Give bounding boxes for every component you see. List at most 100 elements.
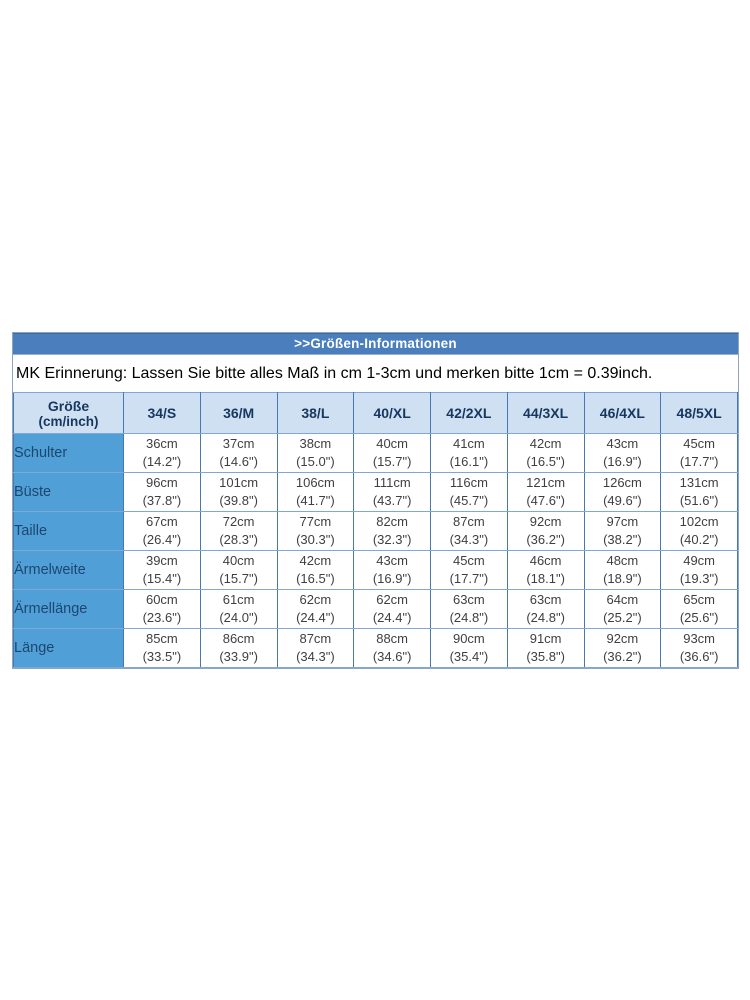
- cm-value: 46cm: [529, 553, 562, 568]
- inch-value: (45.7"): [449, 493, 489, 508]
- measurement-cell: 90cm (35.4"): [430, 628, 508, 668]
- measurement-cell: 72cm (28.3"): [199, 511, 278, 551]
- inch-value: (16.5"): [296, 571, 335, 586]
- measurement-cell: 40cm (15.7"): [199, 550, 278, 590]
- measurement-cell: 102cm (40.2"): [660, 511, 738, 551]
- cm-value: 96cm: [145, 475, 178, 490]
- corner-header-size-unit: Größe (cm/inch): [13, 392, 124, 434]
- measurement-cell: 62cm (24.4"): [353, 589, 431, 629]
- cm-value: 40cm: [376, 436, 409, 451]
- cm-value: 60cm: [145, 592, 178, 607]
- measurement-cell: 87cm (34.3"): [430, 511, 508, 551]
- inch-value: (35.8"): [526, 649, 565, 664]
- measurement-cell: 88cm (34.6"): [353, 628, 431, 668]
- inch-value: (36.2"): [526, 532, 565, 547]
- inch-value: (34.3"): [296, 649, 335, 664]
- size-info-title: >>Größen-Informationen: [13, 333, 738, 355]
- size-column-header: 48/5XL: [660, 392, 738, 434]
- measurement-cell: 101cm (39.8"): [199, 472, 278, 512]
- cm-value: 77cm: [299, 514, 332, 529]
- cm-value: 42cm: [299, 553, 332, 568]
- cm-value: 43cm: [606, 436, 639, 451]
- corner-header-line2: (cm/inch): [38, 413, 99, 429]
- inch-value: (16.9"): [372, 571, 412, 586]
- cm-value: 121cm: [526, 475, 566, 490]
- measurement-cell: 42cm (16.5"): [506, 433, 585, 473]
- size-column-header: 44/3XL: [506, 392, 585, 434]
- cm-value: 116cm: [449, 475, 488, 490]
- inch-value: (15.4"): [142, 571, 182, 586]
- measurement-cell: 91cm (35.8"): [506, 628, 585, 668]
- inch-value: (39.8"): [219, 493, 258, 508]
- measurement-cell: 126cm (49.6"): [583, 472, 662, 512]
- measurement-cell: 64cm (25.2"): [583, 589, 662, 629]
- row-label: Schulter: [13, 433, 124, 473]
- measurement-cell: 45cm (17.7"): [430, 550, 508, 590]
- measurement-cell: 87cm (34.3"): [276, 628, 355, 668]
- cm-value: 72cm: [222, 514, 255, 529]
- inch-value: (16.1"): [449, 454, 489, 469]
- inch-value: (14.2"): [142, 454, 182, 469]
- measurement-cell: 116cm (45.7"): [430, 472, 508, 512]
- measurement-cell: 92cm (36.2"): [583, 628, 662, 668]
- measurement-cell: 43cm (16.9"): [583, 433, 662, 473]
- measurement-cell: 48cm (18.9"): [583, 550, 662, 590]
- measurement-cell: 121cm (47.6"): [506, 472, 585, 512]
- row-label: Länge: [13, 628, 124, 668]
- measurement-cell: 42cm (16.5"): [276, 550, 355, 590]
- inch-value: (24.4"): [296, 610, 335, 625]
- inch-value: (14.6"): [219, 454, 258, 469]
- cm-value: 63cm: [529, 592, 562, 607]
- cm-value: 37cm: [222, 436, 255, 451]
- table-row: Ärmelweite 39cm (15.4") 40cm (15.7") 42cm (16.…: [13, 550, 738, 590]
- cm-value: 93cm: [683, 631, 716, 646]
- cm-value: 111cm: [373, 475, 411, 490]
- size-column-header: 34/S: [123, 392, 201, 434]
- measurement-cell: 46cm (18.1"): [506, 550, 585, 590]
- inch-value: (38.2"): [603, 532, 642, 547]
- cm-value: 62cm: [376, 592, 409, 607]
- measurement-cell: 45cm (17.7"): [660, 433, 738, 473]
- measurement-cell: 60cm (23.6"): [123, 589, 201, 629]
- measurement-cell: 37cm (14.6"): [199, 433, 278, 473]
- inch-value: (17.7"): [679, 454, 719, 469]
- table-row: Büste 96cm (37.8") 101cm (39.8") 106cm (41.7")…: [13, 472, 738, 512]
- cm-value: 91cm: [529, 631, 562, 646]
- cm-value: 41cm: [452, 436, 485, 451]
- inch-value: (24.8"): [526, 610, 565, 625]
- cm-value: 36cm: [145, 436, 178, 451]
- measurement-cell: 131cm (51.6"): [660, 472, 738, 512]
- inch-value: (16.5"): [526, 454, 565, 469]
- measurement-cell: 111cm (43.7"): [353, 472, 431, 512]
- row-label: Taille: [13, 511, 124, 551]
- inch-value: (34.3"): [449, 532, 489, 547]
- inch-value: (19.3"): [679, 571, 719, 586]
- cm-value: 45cm: [683, 436, 716, 451]
- cm-value: 39cm: [145, 553, 178, 568]
- size-column-header: 46/4XL: [583, 392, 662, 434]
- measurement-cell: 96cm (37.8"): [123, 472, 201, 512]
- inch-value: (33.9"): [219, 649, 258, 664]
- inch-value: (24.8"): [449, 610, 489, 625]
- size-chart-panel: >>Größen-Informationen MK Erinnerung: La…: [12, 332, 739, 669]
- cm-value: 42cm: [529, 436, 562, 451]
- inch-value: (51.6"): [679, 493, 719, 508]
- measurement-cell: 65cm (25.6"): [660, 589, 738, 629]
- inch-value: (18.9"): [603, 571, 642, 586]
- inch-value: (24.4"): [372, 610, 412, 625]
- cm-value: 38cm: [299, 436, 332, 451]
- inch-value: (35.4"): [449, 649, 489, 664]
- cm-value: 63cm: [452, 592, 485, 607]
- cm-value: 102cm: [679, 514, 719, 529]
- cm-value: 131cm: [679, 475, 719, 490]
- measurement-cell: 63cm (24.8"): [506, 589, 585, 629]
- size-table-header-row: Größe (cm/inch) 34/S 36/M 38/L 40/XL 42/…: [13, 392, 738, 434]
- measurement-cell: 86cm (33.9"): [199, 628, 278, 668]
- inch-value: (47.6"): [526, 493, 565, 508]
- row-label: Büste: [13, 472, 124, 512]
- size-column-header: 40/XL: [353, 392, 431, 434]
- inch-value: (36.6"): [679, 649, 719, 664]
- measurement-cell: 67cm (26.4"): [123, 511, 201, 551]
- inch-value: (23.6"): [142, 610, 182, 625]
- cm-value: 87cm: [299, 631, 332, 646]
